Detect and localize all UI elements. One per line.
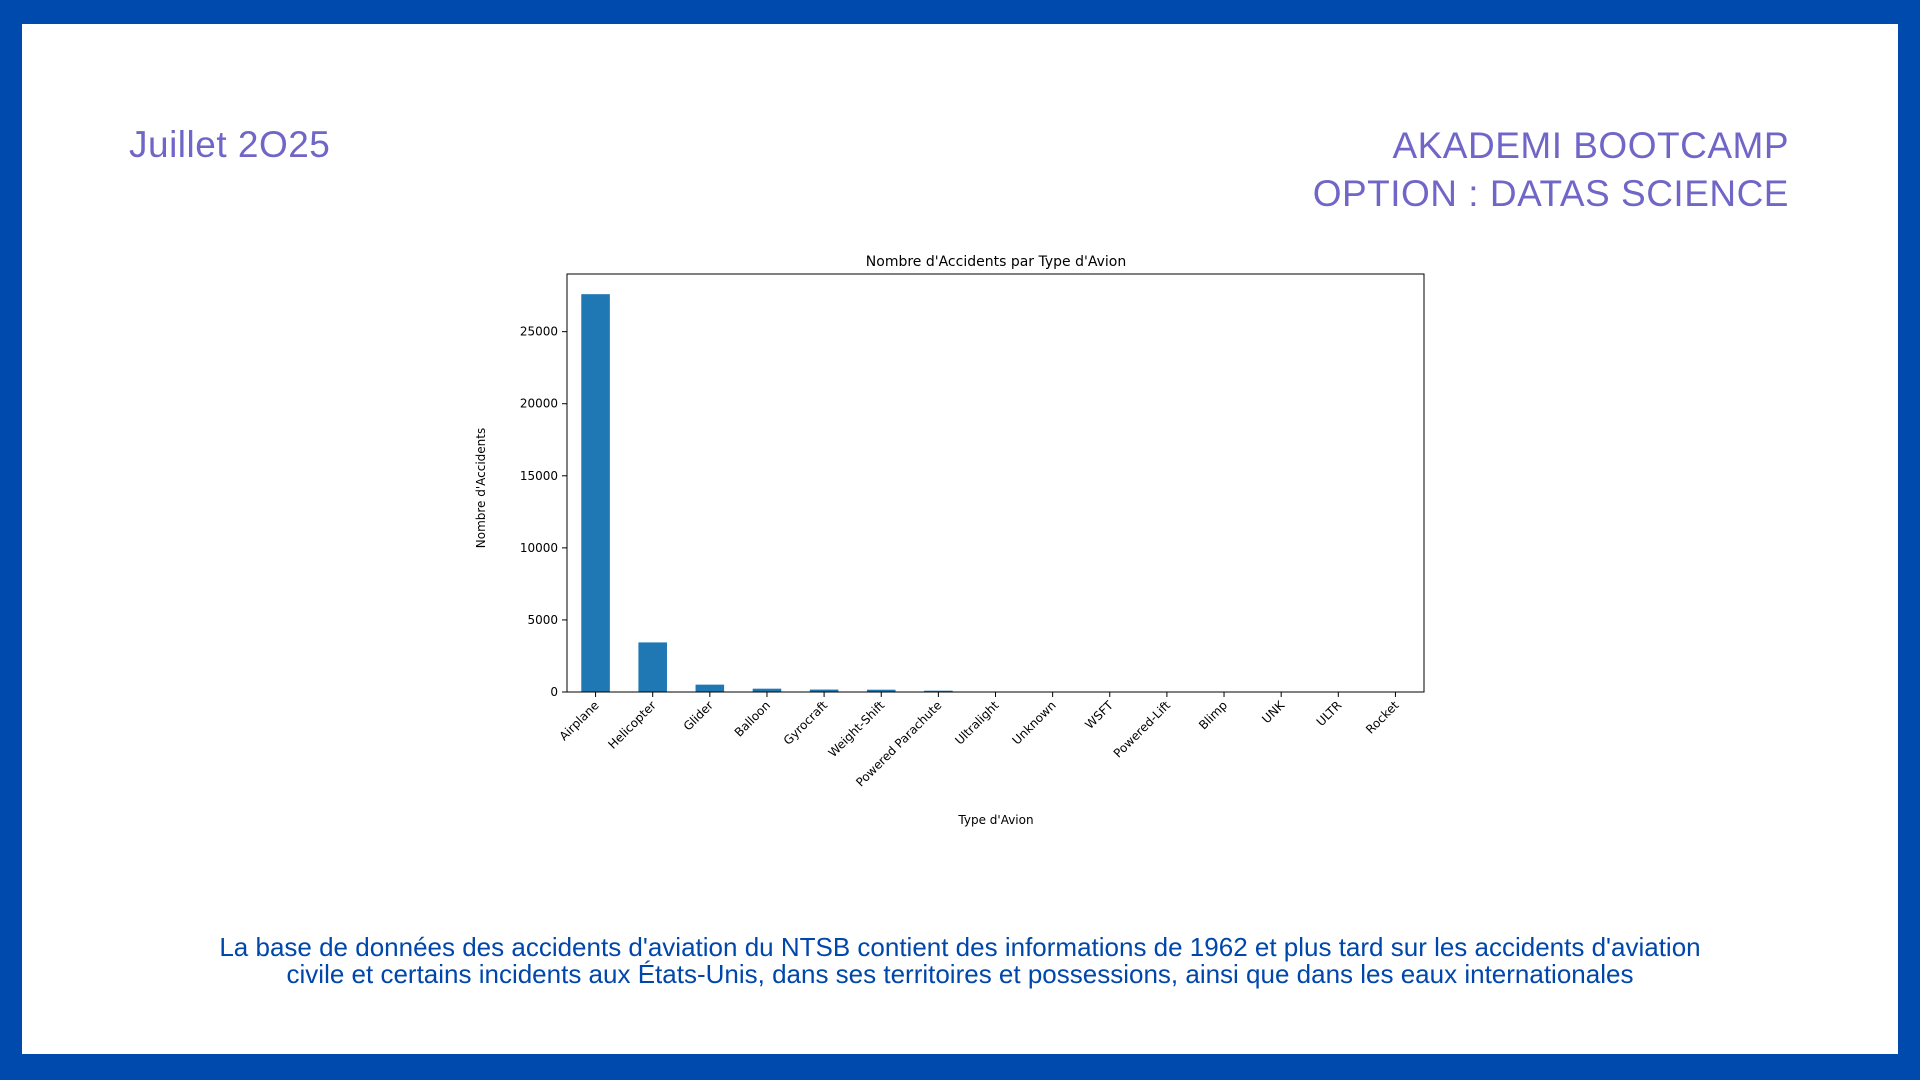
y-tick-label: 15000 bbox=[520, 469, 558, 483]
x-axis-label: Type d'Avion bbox=[957, 813, 1033, 827]
bar bbox=[581, 294, 610, 692]
bar bbox=[809, 689, 839, 692]
brand-option: OPTION : DATAS SCIENCE bbox=[1312, 173, 1789, 214]
y-tick-label: 0 bbox=[550, 685, 558, 699]
x-tick-label: Balloon bbox=[732, 698, 773, 739]
y-tick-label: 10000 bbox=[520, 541, 558, 555]
x-tick-label: Unknown bbox=[1009, 698, 1058, 747]
y-tick-label: 25000 bbox=[520, 325, 558, 339]
y-tick-label: 20000 bbox=[520, 397, 558, 411]
brand-block: AKADEMI BOOTCAMP OPTION : DATAS SCIENCE bbox=[1313, 122, 1789, 218]
bar bbox=[752, 688, 782, 692]
x-tick-label: Ultralight bbox=[952, 698, 1001, 747]
date-label: Juillet 2O25 bbox=[129, 124, 331, 165]
bar bbox=[866, 689, 896, 692]
x-tick-label: Powered-Lift bbox=[1111, 698, 1173, 760]
x-tick-label: Blimp bbox=[1196, 698, 1230, 732]
caption-line-2: civile et certains incidents aux États-U… bbox=[286, 959, 1634, 989]
x-tick-label: Helicopter bbox=[605, 698, 659, 752]
y-tick-label: 5000 bbox=[527, 613, 558, 627]
x-tick-label: Glider bbox=[681, 698, 716, 733]
brand-title: AKADEMI BOOTCAMP bbox=[1392, 125, 1789, 166]
x-tick-label: ULTR bbox=[1314, 698, 1345, 729]
x-tick-label: Gyrocraft bbox=[781, 698, 831, 748]
x-tick-label: Weight-Shift bbox=[826, 698, 888, 760]
bar bbox=[695, 684, 725, 692]
caption-line-1: La base de données des accidents d'aviat… bbox=[219, 932, 1701, 962]
x-tick-label: UNK bbox=[1259, 697, 1288, 726]
x-tick-label: Rocket bbox=[1363, 698, 1402, 737]
bar bbox=[924, 690, 953, 692]
bar-chart: Nombre d'Accidents par Type d'Avion Nomb… bbox=[474, 254, 1425, 827]
plot-frame bbox=[566, 273, 1425, 693]
x-tick-label: WSFT bbox=[1082, 698, 1116, 732]
x-tick-label: Airplane bbox=[557, 698, 602, 743]
plot-marks: 0 5000 10000 15000 20000 25000 Airplane Helicop… bbox=[520, 294, 1410, 789]
slide: Juillet 2O25 AKADEMI BOOTCAMP OPTION : D… bbox=[22, 24, 1898, 1054]
y-axis-label: Nombre d'Accidents bbox=[474, 428, 488, 549]
bar bbox=[638, 642, 667, 692]
caption: La base de données des accidents d'aviat… bbox=[22, 934, 1898, 988]
chart-title: Nombre d'Accidents par Type d'Avion bbox=[866, 254, 1126, 270]
